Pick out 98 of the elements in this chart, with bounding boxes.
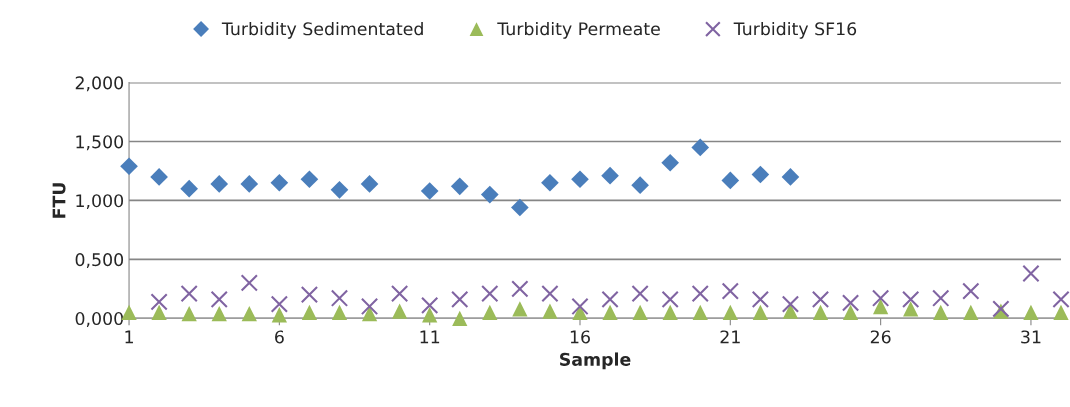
point	[933, 304, 949, 321]
point	[661, 153, 680, 172]
point	[422, 307, 438, 323]
x-tick-label: 6	[275, 330, 284, 344]
point	[632, 304, 648, 321]
x-tick-label: 1	[125, 330, 133, 344]
point	[751, 165, 770, 184]
point	[932, 289, 950, 307]
y-tick-label: 1,500	[76, 135, 124, 151]
x-tick-label: 16	[570, 330, 590, 344]
point	[811, 290, 830, 309]
point	[1022, 264, 1040, 283]
point	[300, 170, 319, 189]
point	[150, 293, 168, 311]
x-axis-title: Sample	[560, 352, 631, 370]
point	[1023, 304, 1039, 321]
point	[511, 280, 529, 298]
point	[812, 304, 829, 321]
point	[511, 198, 529, 217]
point	[692, 304, 708, 321]
point	[301, 304, 318, 321]
legend-label: Turbidity SF16	[733, 21, 857, 39]
point	[180, 179, 199, 198]
point	[842, 304, 859, 321]
point	[181, 305, 197, 322]
legend-label: Turbidity Sedimentated	[221, 21, 423, 39]
point	[391, 303, 408, 319]
point	[903, 301, 919, 317]
point	[871, 289, 890, 307]
x-tick-label: 26	[870, 330, 891, 344]
point	[963, 304, 979, 321]
point	[300, 286, 319, 304]
point	[270, 173, 289, 192]
y-tick-label: 0,500	[75, 253, 124, 268]
point	[331, 304, 348, 321]
point	[420, 182, 439, 200]
point	[210, 175, 229, 193]
point	[271, 307, 287, 323]
point	[542, 303, 558, 319]
point	[662, 304, 678, 321]
point	[872, 298, 889, 315]
point	[180, 284, 198, 303]
point	[360, 175, 379, 193]
y-axis-title: FTU	[52, 183, 66, 218]
point	[962, 282, 980, 300]
point	[150, 168, 168, 186]
point	[452, 310, 468, 326]
point	[571, 297, 589, 316]
point	[601, 166, 619, 185]
point	[360, 297, 379, 316]
point	[120, 157, 138, 176]
point	[722, 304, 738, 321]
point	[541, 173, 559, 192]
point	[450, 177, 469, 196]
point	[781, 295, 800, 313]
x-tick-label: 31	[1021, 330, 1041, 344]
point	[481, 284, 499, 303]
point	[602, 304, 618, 321]
point	[841, 294, 860, 312]
point	[571, 170, 589, 189]
x-tick-label: 11	[420, 330, 440, 344]
point	[211, 305, 227, 322]
point	[661, 290, 679, 309]
point	[421, 296, 439, 314]
point	[541, 284, 559, 303]
point	[121, 304, 137, 321]
y-tick-label: 0,000	[75, 311, 124, 327]
x-tick-label: 21	[720, 330, 740, 344]
point	[691, 284, 709, 303]
point	[1052, 290, 1070, 309]
point	[390, 284, 409, 303]
point	[781, 168, 800, 186]
point	[451, 290, 469, 309]
point	[270, 295, 289, 313]
point	[902, 290, 920, 309]
point	[330, 181, 349, 199]
point	[151, 304, 167, 321]
point	[782, 303, 799, 319]
point	[721, 282, 739, 300]
point	[480, 185, 499, 204]
legend-label: Turbidity Permeate	[497, 21, 660, 39]
point	[601, 290, 619, 309]
point	[241, 305, 257, 322]
point	[691, 138, 710, 157]
point	[210, 290, 228, 309]
point	[512, 301, 528, 317]
point	[1053, 304, 1069, 321]
point	[330, 289, 349, 307]
point	[751, 290, 770, 309]
point	[631, 284, 649, 303]
point	[752, 304, 769, 321]
point	[240, 274, 258, 292]
point	[721, 171, 740, 190]
point	[482, 304, 498, 321]
y-tick-label: 1,000	[76, 194, 124, 210]
point	[631, 176, 649, 194]
point	[240, 175, 259, 193]
y-tick-label: 2,000	[75, 76, 124, 92]
